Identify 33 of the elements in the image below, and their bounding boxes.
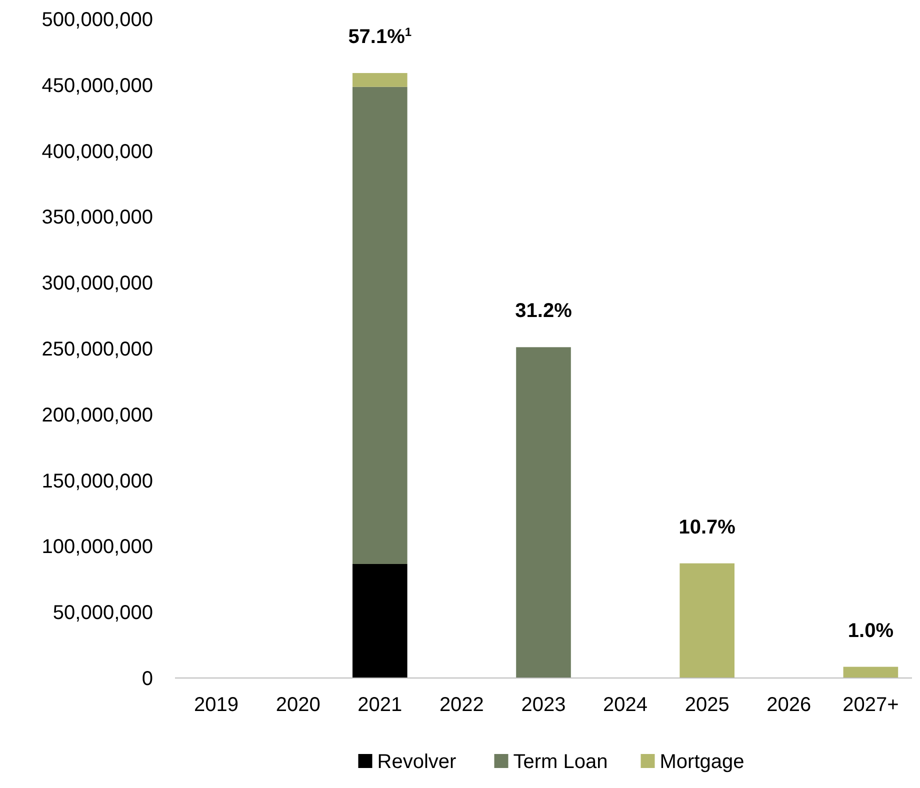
x-tick-label: 2020: [276, 694, 320, 716]
y-tick-label: 250,000,000: [42, 338, 153, 360]
bar: [352, 564, 408, 678]
legend-label: Revolver: [377, 751, 457, 773]
x-tick-label: 2026: [766, 694, 812, 716]
y-tick-label: 450,000,000: [42, 74, 153, 97]
y-tick-label: 0: [142, 668, 153, 690]
y-tick-label: 150,000,000: [42, 470, 153, 492]
x-tick-label: 2019: [194, 694, 239, 716]
annotation: 57.1%$^{1}$: [348, 25, 412, 48]
bar: [352, 73, 408, 87]
bar: [516, 347, 571, 678]
bar: [680, 563, 734, 678]
x-tick-label: 2021: [358, 694, 402, 716]
y-tick-label: 100,000,000: [42, 536, 153, 558]
y-tick-label: 200,000,000: [42, 404, 153, 426]
x-tick-label: 2024: [603, 694, 648, 716]
x-tick-label: 2027+: [842, 694, 899, 716]
y-tick-label: 300,000,000: [42, 272, 153, 295]
bar: [352, 86, 408, 564]
x-tick-label: 2023: [521, 694, 566, 716]
legend-label: Mortgage: [660, 751, 744, 773]
annotation: 1.0%: [848, 620, 894, 642]
y-tick-label: 500,000,000: [42, 9, 153, 31]
annotation: 10.7%: [678, 516, 736, 538]
bar: [843, 666, 898, 678]
y-tick-label: 400,000,000: [42, 140, 153, 163]
legend-label: Term Loan: [513, 751, 608, 773]
x-tick-label: 2025: [684, 694, 730, 716]
x-tick-label: 2022: [439, 694, 484, 716]
y-tick-label: 350,000,000: [42, 206, 153, 229]
annotation: 31.2%: [515, 300, 572, 322]
y-tick-label: 50,000,000: [52, 602, 153, 624]
